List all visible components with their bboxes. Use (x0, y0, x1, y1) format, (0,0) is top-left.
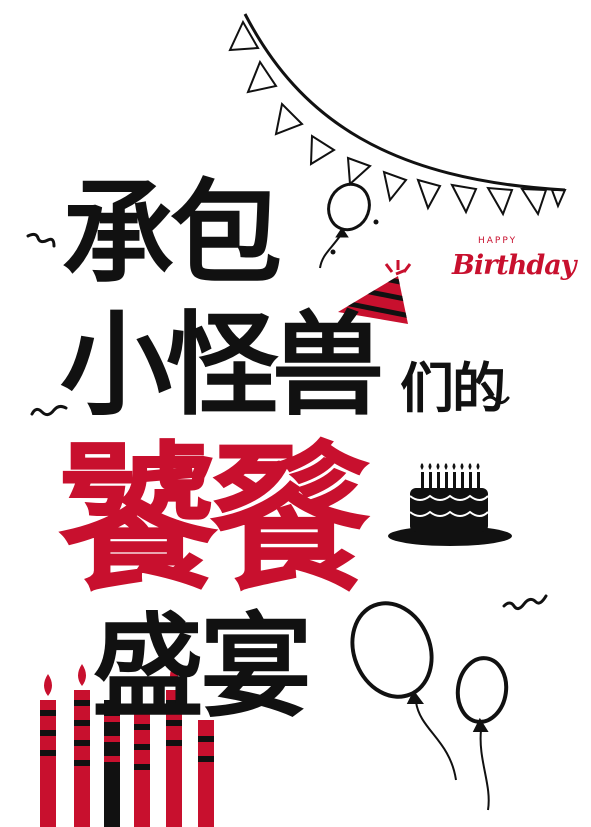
headline-line-4: 盛宴 (92, 603, 312, 733)
headline-line-1: 承包 (62, 169, 282, 299)
candles-icon (40, 664, 214, 827)
confetti-squiggle-icon (26, 232, 548, 611)
dot-icon (330, 249, 336, 255)
birthday-script: Birthday (452, 250, 576, 281)
balloon-icon (319, 182, 371, 269)
headline-line-2-suffix: 们的 (400, 357, 506, 420)
bunting-flags-icon (228, 13, 567, 217)
balloon-icon (455, 656, 509, 811)
headline-line-2: 小怪兽 (60, 301, 384, 431)
balloon-icon (350, 601, 457, 781)
birthday-cake-icon (388, 463, 512, 546)
headline-line-3: 饕餮 (58, 426, 370, 613)
happy-label: HAPPY (478, 236, 518, 246)
dot-icon (373, 219, 379, 225)
